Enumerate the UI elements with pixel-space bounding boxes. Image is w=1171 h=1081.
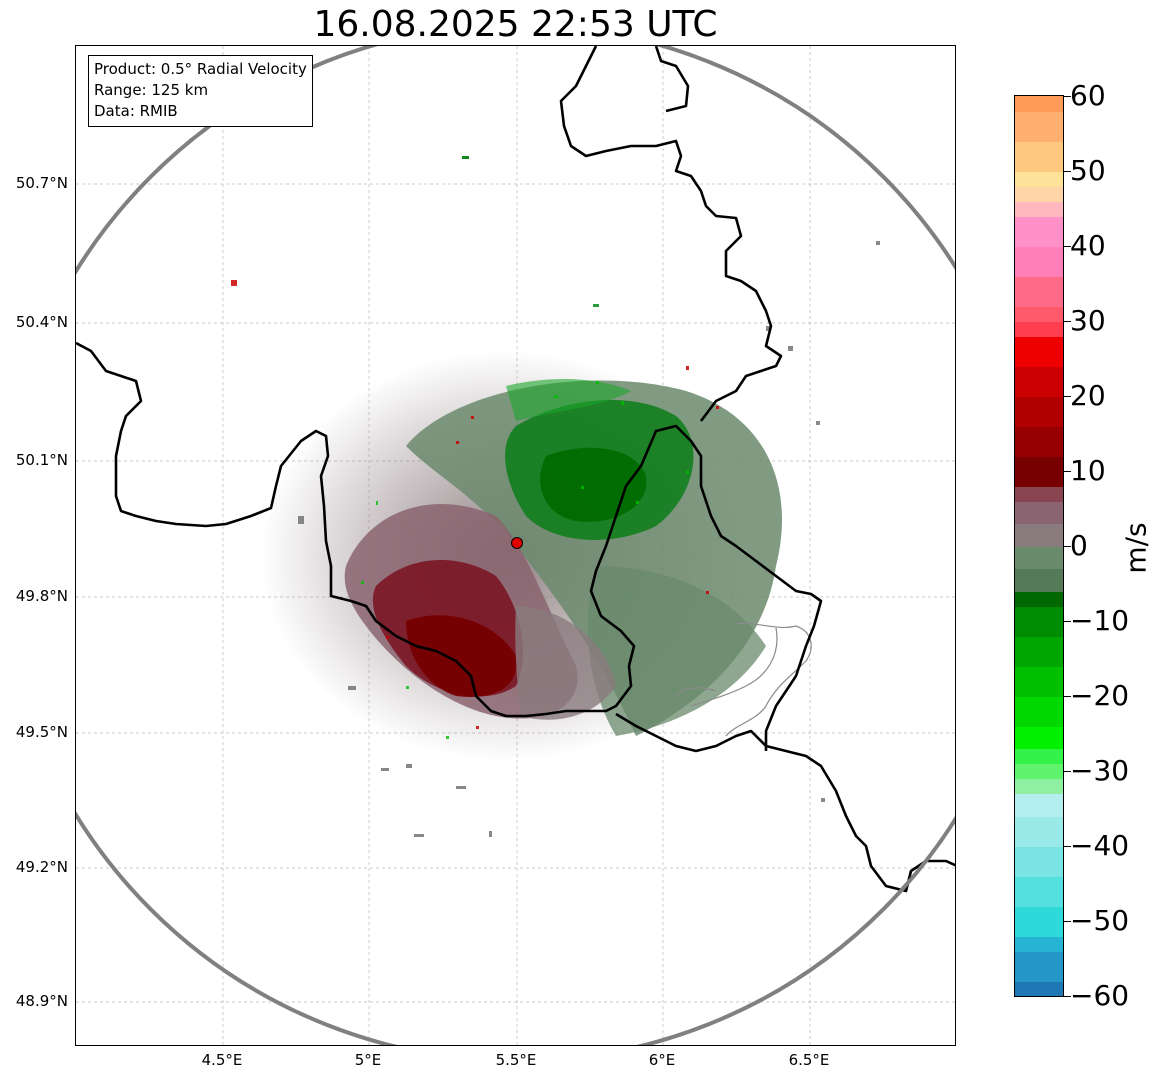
colorbar-segment: [1015, 696, 1063, 727]
colorbar-segment: [1015, 96, 1063, 112]
colorbar-tick-mark: [1064, 171, 1071, 172]
lat-tick-label: 49.2°N: [15, 858, 68, 876]
colorbar-segment: [1015, 763, 1063, 779]
colorbar-segment: [1015, 321, 1063, 337]
colorbar-tick-mark: [1064, 471, 1071, 472]
colorbar-tick-label: 30: [1070, 304, 1106, 337]
colorbar-segment: [1015, 306, 1063, 322]
colorbar-segment: [1015, 246, 1063, 277]
lon-tick-label: 5.5°E: [495, 1051, 537, 1069]
regional-borders: [675, 622, 812, 737]
colorbar-segment: [1015, 186, 1063, 202]
map-title: 16.08.2025 22:53 UTC: [313, 4, 718, 45]
colorbar-segment: [1015, 171, 1063, 187]
colorbar-segment: [1015, 523, 1063, 547]
colorbar-segment: [1015, 396, 1063, 427]
radar-map-canvas: [76, 46, 955, 1045]
colorbar-tick-mark: [1064, 321, 1071, 322]
colorbar-segment: [1015, 793, 1063, 817]
colorbar-segment: [1015, 748, 1063, 764]
colorbar-tick-mark: [1064, 246, 1071, 247]
colorbar-segment: [1015, 366, 1063, 397]
radar-velocity-echoes: [231, 156, 880, 837]
colorbar-tick-mark: [1064, 846, 1071, 847]
colorbar-segment: [1015, 216, 1063, 247]
colorbar-tick-mark: [1064, 546, 1071, 547]
colorbar-segment: [1015, 546, 1063, 569]
lon-tick-label: 6°E: [648, 1051, 676, 1069]
colorbar-segment: [1015, 456, 1063, 487]
colorbar-tick-mark: [1064, 996, 1071, 997]
range-label: Range: 125 km: [94, 81, 209, 99]
colorbar-tick-mark: [1064, 96, 1071, 97]
colorbar-tick-label: 0: [1070, 529, 1088, 562]
lat-tick-label: 50.7°N: [15, 174, 68, 192]
colorbar-segment: [1015, 336, 1063, 367]
colorbar-tick-label: −20: [1070, 679, 1130, 712]
lat-tick-label: 50.1°N: [15, 451, 68, 469]
colorbar-tick-label: 20: [1070, 379, 1106, 412]
colorbar-tick-label: 40: [1070, 229, 1106, 262]
colorbar-segment: [1015, 876, 1063, 907]
radar-map[interactable]: [75, 45, 956, 1046]
lon-tick-label: 5°E: [354, 1051, 382, 1069]
colorbar-segment: [1015, 201, 1063, 217]
colorbar-segment: [1015, 568, 1063, 592]
colorbar-tick-mark: [1064, 396, 1071, 397]
lat-tick-label: 49.8°N: [15, 587, 68, 605]
colorbar-segment: [1015, 636, 1063, 667]
colorbar-segment: [1015, 951, 1063, 982]
colorbar-tick-mark: [1064, 696, 1071, 697]
colorbar-segment: [1015, 111, 1063, 142]
colorbar-segment: [1015, 486, 1063, 502]
colorbar-segment: [1015, 981, 1063, 996]
product-label: Product: 0.5° Radial Velocity: [94, 60, 307, 78]
colorbar-segment: [1015, 906, 1063, 937]
lat-tick-label: 48.9°N: [15, 992, 68, 1010]
lat-tick-label: 50.4°N: [15, 313, 68, 331]
colorbar-segment: [1015, 816, 1063, 847]
colorbar-segment: [1015, 591, 1063, 607]
lat-tick-label: 49.5°N: [15, 723, 68, 741]
lon-tick-label: 4.5°E: [201, 1051, 243, 1069]
colorbar-tick-mark: [1064, 771, 1071, 772]
velocity-colorbar: [1014, 95, 1064, 997]
colorbar-segment: [1015, 846, 1063, 877]
data-source-label: Data: RMIB: [94, 102, 178, 120]
colorbar-tick-label: 60: [1070, 79, 1106, 112]
colorbar-segment: [1015, 141, 1063, 172]
colorbar-segment: [1015, 778, 1063, 794]
colorbar-tick-label: 10: [1070, 454, 1106, 487]
colorbar-tick-label: −60: [1070, 979, 1130, 1012]
colorbar-segment: [1015, 426, 1063, 457]
colorbar-segment: [1015, 606, 1063, 637]
colorbar-tick-mark: [1064, 621, 1071, 622]
colorbar-tick-label: −40: [1070, 829, 1130, 862]
colorbar-segment: [1015, 276, 1063, 307]
colorbar-tick-label: −30: [1070, 754, 1130, 787]
lon-tick-label: 6.5°E: [788, 1051, 830, 1069]
colorbar-segment: [1015, 666, 1063, 697]
product-info-box: Product: 0.5° Radial Velocity Range: 125…: [88, 55, 313, 127]
colorbar-tick-mark: [1064, 921, 1071, 922]
colorbar-tick-label: −10: [1070, 604, 1130, 637]
colorbar-tick-label: 50: [1070, 154, 1106, 187]
colorbar-tick-label: −50: [1070, 904, 1130, 937]
colorbar-segment: [1015, 726, 1063, 749]
colorbar-unit-label: m/s: [1119, 522, 1153, 574]
colorbar-segment: [1015, 501, 1063, 524]
radar-location-marker[interactable]: [511, 537, 523, 549]
colorbar-segment: [1015, 936, 1063, 952]
